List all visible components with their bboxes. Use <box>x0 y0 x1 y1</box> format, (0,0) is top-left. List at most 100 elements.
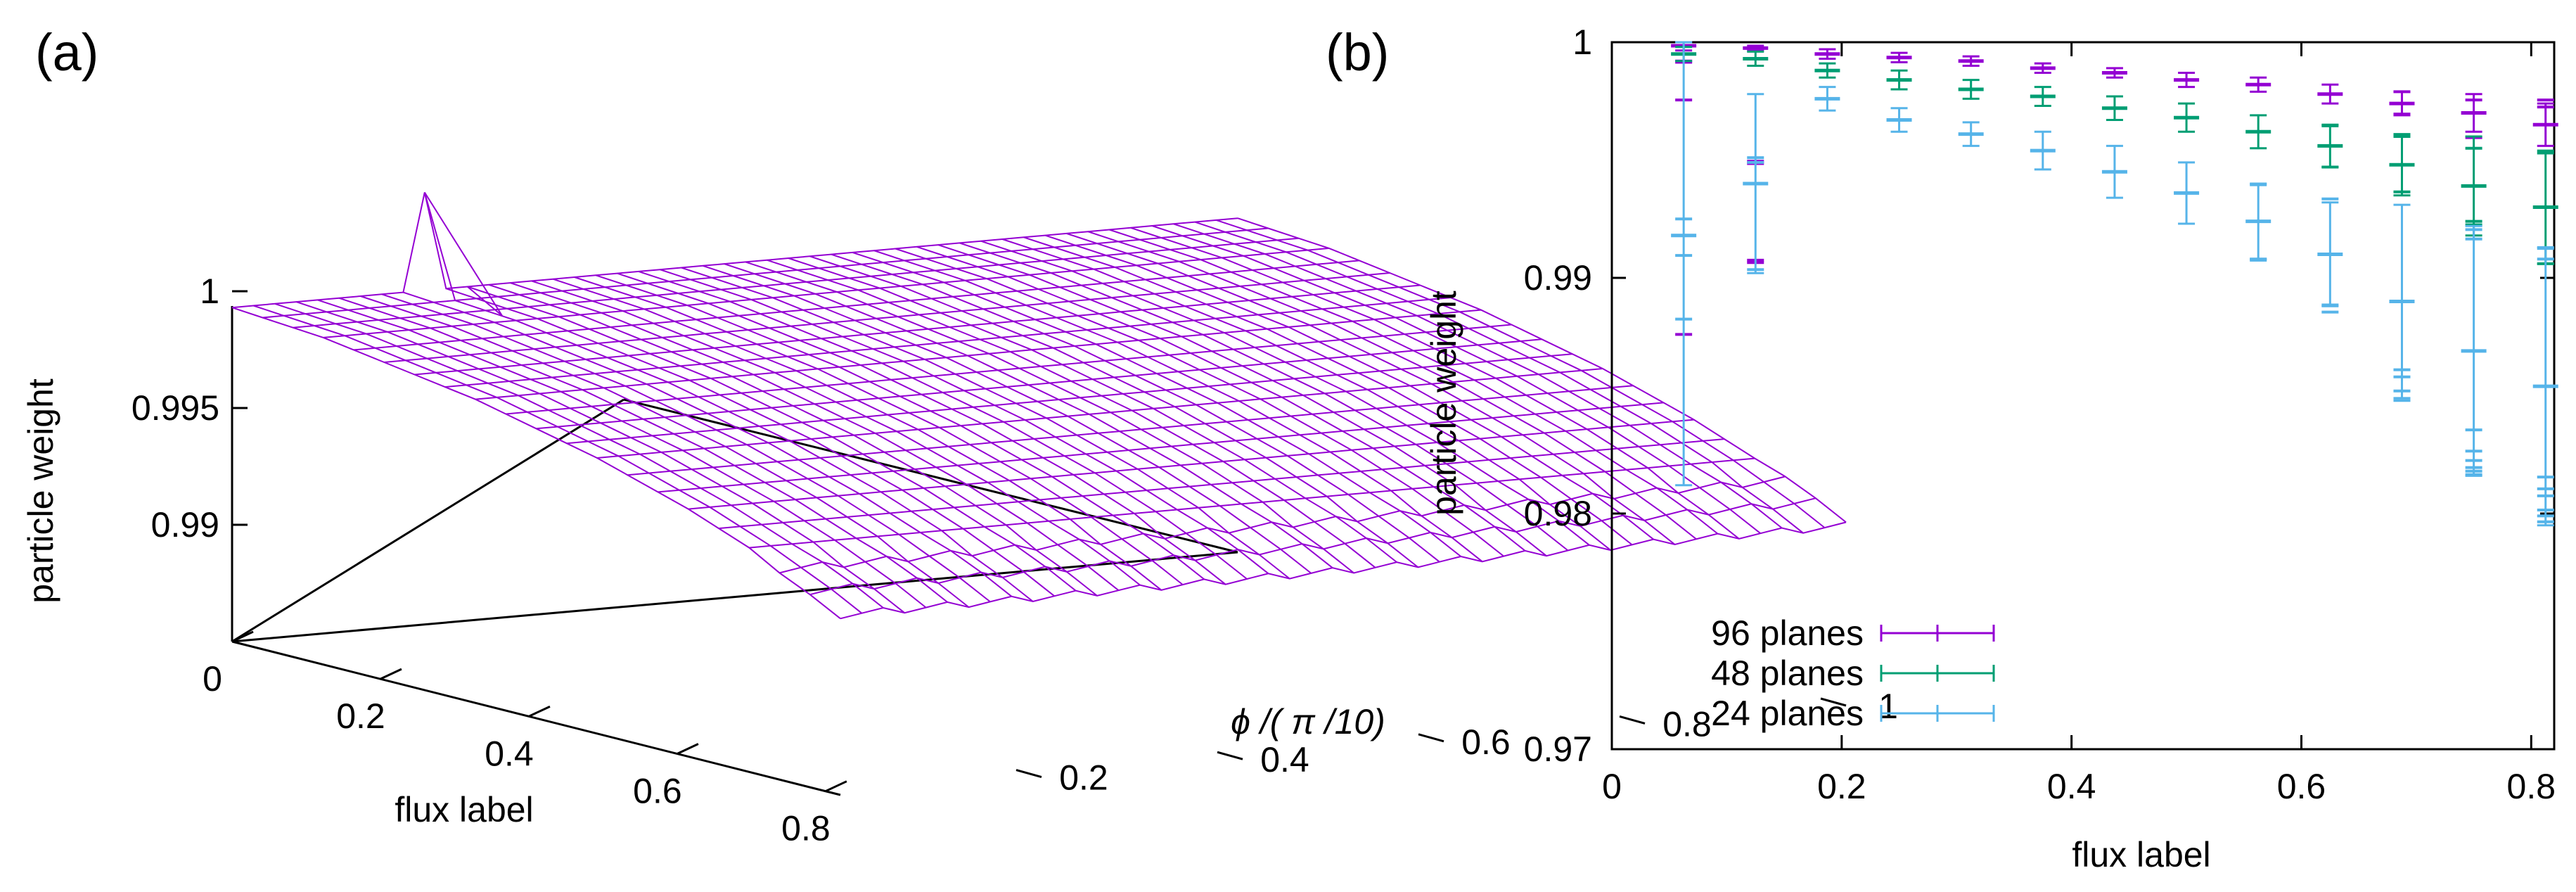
surface-line-y-3 <box>295 301 905 613</box>
panel-a-back-axis <box>623 398 1238 554</box>
panel-b-y-tick-label: 1 <box>1572 23 1592 62</box>
surface-line-y-8 <box>403 291 1013 597</box>
panel-b-border <box>1610 41 2556 751</box>
panel-b-errorbar-chart: (b) 0.97 0.98 0.99 1 0 0.2 0.4 0.6 0.8 96 plane… <box>1326 23 2558 874</box>
panel-a-x-tick-label: 0.4 <box>485 734 534 773</box>
panel-b-y-tick-label: 0.99 <box>1524 258 1592 298</box>
panel-a-surface-mesh <box>231 191 1847 620</box>
panel-a-x-ticks: 0 0.2 0.4 0.6 0.8 <box>203 630 847 848</box>
panel-b-y-tick-label: 0.98 <box>1524 494 1592 533</box>
surface-line-y-28 <box>831 253 1440 563</box>
surface-line-y-46 <box>1216 219 1826 528</box>
surface-line-y-24 <box>745 261 1354 574</box>
surface-line-y-1 <box>253 305 863 614</box>
surface-line-x-9 <box>506 324 1512 415</box>
surface-line-y-23 <box>724 263 1333 568</box>
series-24-planes <box>1671 41 2558 527</box>
panel-b-y-axis-label: particle weight <box>1424 291 1463 516</box>
surface-line-y-30 <box>873 250 1483 563</box>
surface-line-y-11 <box>467 286 1077 592</box>
surface-line-y-39 <box>1066 232 1676 545</box>
surface-line-y-47 <box>1237 217 1847 523</box>
surface-line-y-25 <box>767 259 1376 568</box>
surface-line-x-8 <box>475 309 1482 400</box>
surface-line-x-1 <box>262 227 1269 319</box>
panel-b-series <box>1671 41 2558 527</box>
panel-b-x-tick-label: 0.8 <box>2507 767 2556 806</box>
panel-a-y-tick-label: 0.2 <box>1059 758 1108 798</box>
surface-line-y-4 <box>317 299 927 609</box>
panel-a-z-tick-label: 0.99 <box>151 505 219 544</box>
surface-line-x-17 <box>749 457 1755 549</box>
surface-line-x-2 <box>293 237 1299 329</box>
surface-line-y-19 <box>638 270 1248 580</box>
surface-line-y-18 <box>617 272 1226 585</box>
panel-b-x-tick-label: 0.4 <box>2047 767 2096 806</box>
surface-line-x-14 <box>658 402 1664 493</box>
surface-line-y-20 <box>660 269 1269 575</box>
panel-a-y-tick-mark <box>1820 697 1847 707</box>
surface-line-x-4 <box>353 260 1360 351</box>
panel-a-y-ticks: 0.2 0.4 0.6 0.8 1 <box>1015 687 1898 798</box>
legend-label: 48 planes <box>1711 654 1864 693</box>
surface-line-y-21 <box>681 267 1290 580</box>
panel-a-x-tick-label: 0.6 <box>633 772 682 811</box>
surface-line-x-7 <box>444 297 1451 388</box>
surface-line-y-10 <box>445 288 1055 597</box>
panel-a-x-tick-label: 0.8 <box>781 809 831 848</box>
panel-a-right-axis <box>231 551 1238 643</box>
surface-line-y-0 <box>231 307 841 620</box>
surface-line-x-19 <box>809 497 1816 596</box>
panel-a-y-axis-label: ϕ /( π /10) <box>1231 702 1385 741</box>
surface-line-y-38 <box>1044 234 1654 540</box>
panel-a-y-tick-label: 0.8 <box>1662 704 1712 744</box>
panel-a-3d-surface: (a) 1 0.995 0.99 0 0.2 0.4 0.6 0.8 0.2 0.4 0.6 0.… <box>21 23 1898 848</box>
panel-b-y-tick-label: 0.97 <box>1524 729 1592 769</box>
surface-line-x-12 <box>596 368 1603 459</box>
surface-line-y-40 <box>1087 231 1697 540</box>
panel-a-z-ticks: 1 0.995 0.99 <box>132 272 248 544</box>
surface-line-x-15 <box>688 419 1694 510</box>
panel-a-x-tick-mark <box>825 780 847 793</box>
surface-line-y-27 <box>809 255 1419 568</box>
panel-a-y-tick-mark <box>1015 769 1042 779</box>
panel-a-x-tick-mark <box>677 743 699 755</box>
surface-line-y-44 <box>1173 223 1783 529</box>
surface-line-y-31 <box>895 248 1504 557</box>
surface-line-y-17 <box>595 274 1205 580</box>
panel-b-plot-frame <box>1610 41 2556 751</box>
surface-line-x-20 <box>840 521 1847 620</box>
legend-label: 24 planes <box>1711 694 1864 733</box>
surface-line-x-5 <box>384 272 1390 363</box>
surface-line-y-16 <box>574 276 1184 585</box>
panel-a-x-tick-mark <box>231 630 254 643</box>
surface-line-x-18 <box>779 476 1786 574</box>
surface-line-y-29 <box>852 251 1461 557</box>
panel-a-x-tick-mark <box>528 705 551 718</box>
panel-a-z-axis-label: particle weight <box>21 378 60 604</box>
panel-b-x-ticks: 0 0.2 0.4 0.6 0.8 <box>1602 42 2556 806</box>
panel-b-y-ticks: 0.97 0.98 0.99 1 <box>1524 23 2554 769</box>
surface-line-x-0 <box>231 192 1238 309</box>
surface-line-y-37 <box>1023 236 1633 546</box>
panel-b-x-tick-label: 0 <box>1602 767 1622 806</box>
surface-line-y-6 <box>360 295 970 608</box>
surface-line-x-3 <box>323 247 1329 338</box>
surface-line-x-13 <box>627 385 1634 476</box>
panel-a-y-tick-label: 0.6 <box>1461 722 1511 762</box>
surface-line-y-2 <box>274 302 884 609</box>
surface-line-y-12 <box>488 283 1098 597</box>
surface-line-y-41 <box>1109 229 1719 535</box>
panel-b-x-tick-label: 0.6 <box>2277 767 2326 806</box>
surface-line-y-33 <box>937 244 1547 556</box>
surface-line-y-42 <box>1130 227 1740 540</box>
surface-line-y-7 <box>381 293 991 603</box>
surface-line-y-43 <box>1151 225 1761 534</box>
panel-a-y-tick-mark <box>1619 715 1646 725</box>
surface-line-x-11 <box>566 353 1572 445</box>
surface-spike <box>423 191 503 317</box>
panel-a-y-tick-label: 0.4 <box>1260 740 1309 779</box>
